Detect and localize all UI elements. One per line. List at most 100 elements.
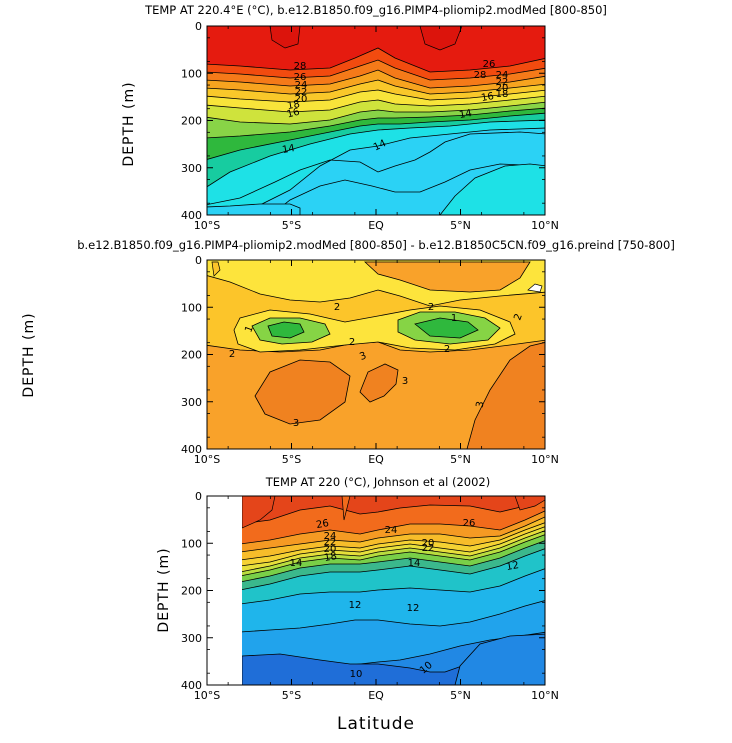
panel1-contour-line [207,79,545,95]
panel3-contour-label: 22 [422,543,435,554]
panel-middle-difference: b.e12.B1850.f09_g16.PIMP4-pliomip2.modMe… [21,238,675,466]
panel2-title: b.e12.B1850.f09_g16.PIMP4-pliomip2.modMe… [77,238,675,252]
panel2-ylabel: DEPTH (m) [21,312,37,397]
panel1-color-band [207,60,545,88]
panel2-contour-line [207,275,545,307]
panel1-color-band [207,80,545,102]
panel3-contour-line [242,568,545,605]
x-tick-label: EQ [368,453,384,466]
panel1-contour-label: 18 [286,99,300,112]
panel1-color-band [207,102,545,138]
panel1-contour-label: 14 [458,108,472,121]
panel2-anomaly-lobe [527,283,543,293]
panel2-contour-label: 3 [402,376,408,387]
panel3-contour-line [242,526,545,567]
panel3-contour-label: 10 [350,669,363,680]
panel2-anomaly-core [414,317,479,339]
panel1-contour-region [207,203,301,215]
y-tick-label: 200 [181,115,202,128]
panel3-color-band [242,548,545,604]
panel3-plot-area [242,496,545,685]
y-tick-label: 400 [181,209,202,222]
y-tick-label: 300 [181,632,202,645]
panel3-warm-pool [514,496,545,511]
panel1-warm-pool [269,26,301,49]
panel1-contour-label: 16 [480,91,494,104]
panel1-contour-line [233,127,545,215]
panel1-ylabel: DEPTH (m) [121,81,137,166]
panel2-contour-label: 3 [475,400,487,408]
panel3-ylabel: DEPTH (m) [156,547,172,632]
y-tick-label: 400 [181,679,202,692]
panel1-contour-label: 26 [483,59,496,70]
panel3-color-band [242,540,545,590]
x-tick-label: 10°S [194,219,220,232]
panel2-contour-label: 2 [334,302,340,313]
panel-top-temperature: TEMP AT 220.4°E (°C), b.e12.B1850.f09_g1… [121,3,607,232]
panel1-contour-label: 14 [281,143,295,156]
panel2-anomaly-lobe [254,359,351,425]
panel1-contour-line [207,119,545,188]
x-tick-label: 10°N [531,453,559,466]
panel2-contour-label: 2 [428,302,434,313]
panel3-contour-line [242,530,545,573]
x-tick-label: 5°N [450,453,471,466]
panel1-contour-label: 14 [372,138,388,153]
panel3-color-band [242,496,545,524]
panel3-contour-line [242,600,545,633]
x-tick-label: 5°S [282,689,301,702]
x-tick-label: 5°N [450,219,471,232]
panel1-contour-label: 22 [496,77,509,88]
panel3-color-band [242,522,545,566]
panel2-contour-label: 1 [451,313,457,324]
panel1-contour-label: 26 [294,72,307,83]
panel1-contour-label: 20 [496,83,509,94]
panel1-contour-line [270,163,545,215]
panel1-warm-pool [419,26,463,51]
panel3-contour-label: 26 [463,518,476,529]
panel2-anomaly-lobe [363,261,531,293]
panel2-contour-label: 2 [229,349,235,360]
x-tick-label: 10°S [194,689,220,702]
panel3-color-band [242,568,545,632]
panel1-contour-line [207,89,545,103]
panel2-contour-label: 2 [512,312,525,322]
x-axis-title: Latitude [337,714,415,734]
panel1-contour-line [207,95,545,113]
panel1-contour-line [207,59,545,81]
panel1-contour-line [207,107,545,139]
panel2-contour-label: 2 [444,344,450,355]
panel1-color-band [207,90,545,112]
y-tick-label: 300 [181,396,202,409]
panel1-contour-line [207,69,545,89]
panel2-contour-label: 1 [243,324,256,334]
panel3-contour-label: 20 [422,538,435,549]
y-tick-label: 200 [181,349,202,362]
panel3-contour-label: 12 [505,560,519,573]
panel3-color-band [242,600,545,672]
panel3-warm-pool [242,496,276,529]
x-tick-label: 10°N [531,219,559,232]
x-tick-label: EQ [368,689,384,702]
panel2-anomaly-lobe [466,342,545,449]
panel1-contour-label: 20 [295,94,308,105]
panel3-contour-line [242,534,545,577]
y-tick-label: 100 [181,67,202,80]
panel2-anomaly-lobe [359,363,399,403]
panel3-contour-label: 24 [385,525,398,536]
x-tick-label: 10°N [531,689,559,702]
panel3-color-band [242,534,545,582]
panel2-plot-area [207,260,545,449]
y-tick-label: 0 [195,490,202,503]
panel3-contour-line [242,548,545,591]
panel3-contour-label: 18 [323,551,337,564]
panel3-color-band [242,530,545,576]
panel2-anomaly-core [267,321,305,339]
panel3-contour-label: 24 [324,531,337,542]
panel1-color-band [207,113,545,187]
panel3-contour-label: 12 [407,603,420,614]
panel2-contour-label: 3 [358,350,368,363]
panel1-plot-area [207,26,545,215]
panel1-contour-label: 28 [294,61,307,72]
panel1-contour-label: 22 [295,87,308,98]
